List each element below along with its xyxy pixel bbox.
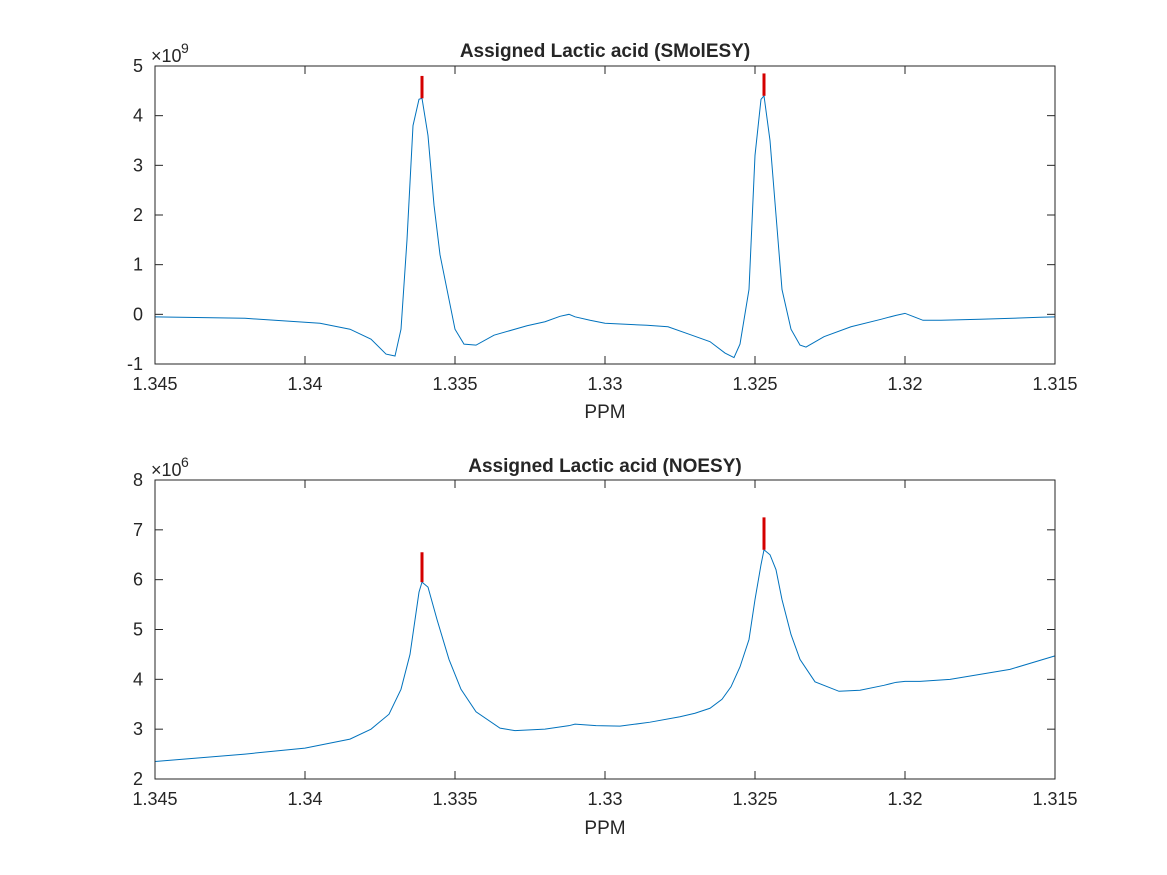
y-exponent-label: ×10 6 — [151, 454, 189, 480]
spectrum-line — [154, 94, 1056, 359]
y-tick-label: 3 — [133, 719, 143, 739]
chart-title: Assigned Lactic acid (NOESY) — [468, 456, 741, 477]
x-ticks: 1.345 1.34 1.335 1.33 1.325 1.32 1.315 — [132, 66, 1078, 394]
x-tick-label: 1.335 — [432, 374, 477, 394]
y-tick-label: 2 — [133, 205, 143, 225]
x-tick-label: 1.33 — [587, 789, 622, 809]
x-tick-label: 1.315 — [1032, 374, 1077, 394]
x-tick-label: 1.335 — [432, 789, 477, 809]
data-layer — [154, 517, 1056, 763]
axes-box — [154, 479, 1056, 780]
panel-smolesy: 1.345 1.34 1.335 1.33 1.325 1.32 1.315 -1 0 1 2 3 4… — [127, 40, 1078, 423]
x-tick-label: 1.315 — [1032, 789, 1077, 809]
y-tick-label: 0 — [133, 304, 143, 324]
y-tick-label: 6 — [133, 570, 143, 590]
x-tick-label: 1.32 — [887, 374, 922, 394]
y-tick-label: 2 — [133, 769, 143, 789]
y-tick-label: 5 — [133, 56, 143, 76]
y-tick-label: 7 — [133, 520, 143, 540]
y-exponent-label: ×10 9 — [151, 40, 189, 66]
x-ticks: 1.345 1.34 1.335 1.33 1.325 1.32 1.315 — [132, 480, 1078, 809]
svg-text:×10: ×10 — [151, 460, 182, 480]
x-tick-label: 1.325 — [732, 789, 777, 809]
svg-text:×10: ×10 — [151, 46, 182, 66]
x-tick-label: 1.345 — [132, 789, 177, 809]
y-tick-label: 3 — [133, 155, 143, 175]
y-tick-label: 8 — [133, 470, 143, 490]
y-tick-label: 1 — [133, 255, 143, 275]
data-layer — [154, 73, 1056, 359]
y-ticks: -1 0 1 2 3 4 5 — [127, 56, 1055, 374]
x-tick-label: 1.345 — [132, 374, 177, 394]
x-tick-label: 1.325 — [732, 374, 777, 394]
y-exponent-value: 6 — [181, 454, 189, 470]
y-ticks: 2 3 4 5 6 7 8 — [133, 470, 1055, 789]
y-tick-label: -1 — [127, 354, 143, 374]
spectrum-line — [154, 548, 1056, 763]
x-tick-label: 1.33 — [587, 374, 622, 394]
y-tick-label: 5 — [133, 620, 143, 640]
y-tick-label: 4 — [133, 106, 143, 126]
x-tick-label: 1.32 — [887, 789, 922, 809]
panel-noesy: 1.345 1.34 1.335 1.33 1.325 1.32 1.315 2 3 4 5 6 7 8… — [132, 454, 1077, 839]
x-tick-label: 1.34 — [287, 789, 322, 809]
y-exponent-value: 9 — [181, 40, 189, 56]
x-axis-label: PPM — [584, 402, 625, 423]
x-axis-label: PPM — [584, 818, 625, 839]
y-tick-label: 4 — [133, 669, 143, 689]
x-tick-label: 1.34 — [287, 374, 322, 394]
chart-title: Assigned Lactic acid (SMolESY) — [460, 41, 750, 62]
